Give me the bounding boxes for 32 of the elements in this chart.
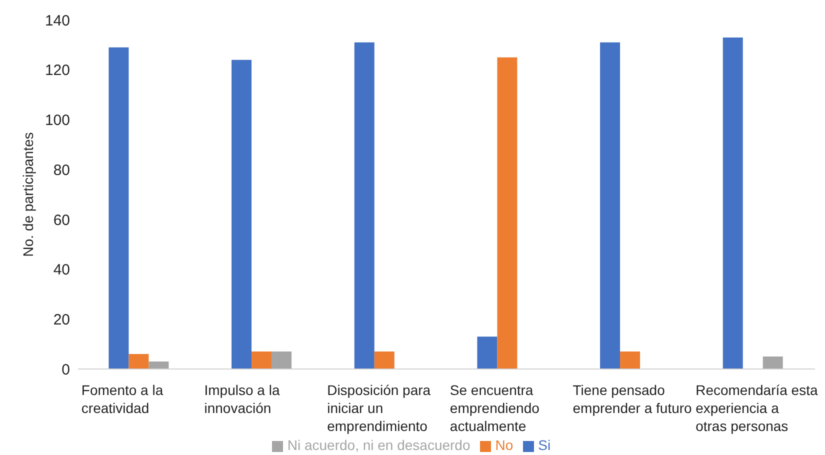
bar [108, 47, 129, 369]
x-tick-label: Se encuentra emprendiendo actualmente [450, 382, 540, 434]
bar [252, 352, 272, 369]
y-tick-label: 140 [44, 12, 70, 30]
y-tick-label: 100 [44, 112, 70, 130]
x-tick-label: Disposición para iniciar un emprendimiento [327, 382, 431, 434]
bar [497, 57, 518, 369]
bar [600, 42, 620, 369]
y-tick-label: 60 [53, 212, 70, 229]
bar [477, 336, 498, 369]
bar [762, 356, 783, 369]
legend-label: Ni acuerdo, ni en desacuerdo [287, 437, 470, 453]
x-tick-label: Tiene pensado emprender a futuro [572, 382, 692, 416]
bar [620, 352, 640, 369]
bar [128, 354, 149, 369]
bar [272, 352, 292, 369]
bar [232, 60, 252, 369]
y-tick-label: 0 [62, 361, 70, 378]
bar [354, 42, 374, 369]
y-axis-title: No. de participantes [20, 132, 36, 257]
bar [374, 352, 394, 369]
bar [722, 37, 743, 369]
x-tick-label: Recomendaría esta experiencia a otras personas [696, 382, 818, 434]
legend-label: No [495, 437, 514, 453]
x-tick-label: Impulso a la innovación [204, 382, 280, 416]
bar [148, 362, 169, 369]
y-tick-label: 40 [53, 262, 70, 279]
y-tick-label: 80 [53, 162, 70, 179]
y-tick-label: 120 [44, 62, 70, 80]
legend-label: Si [538, 437, 551, 453]
x-tick-label: Fomento a la creatividad [81, 382, 164, 416]
y-tick-label: 20 [53, 311, 70, 328]
